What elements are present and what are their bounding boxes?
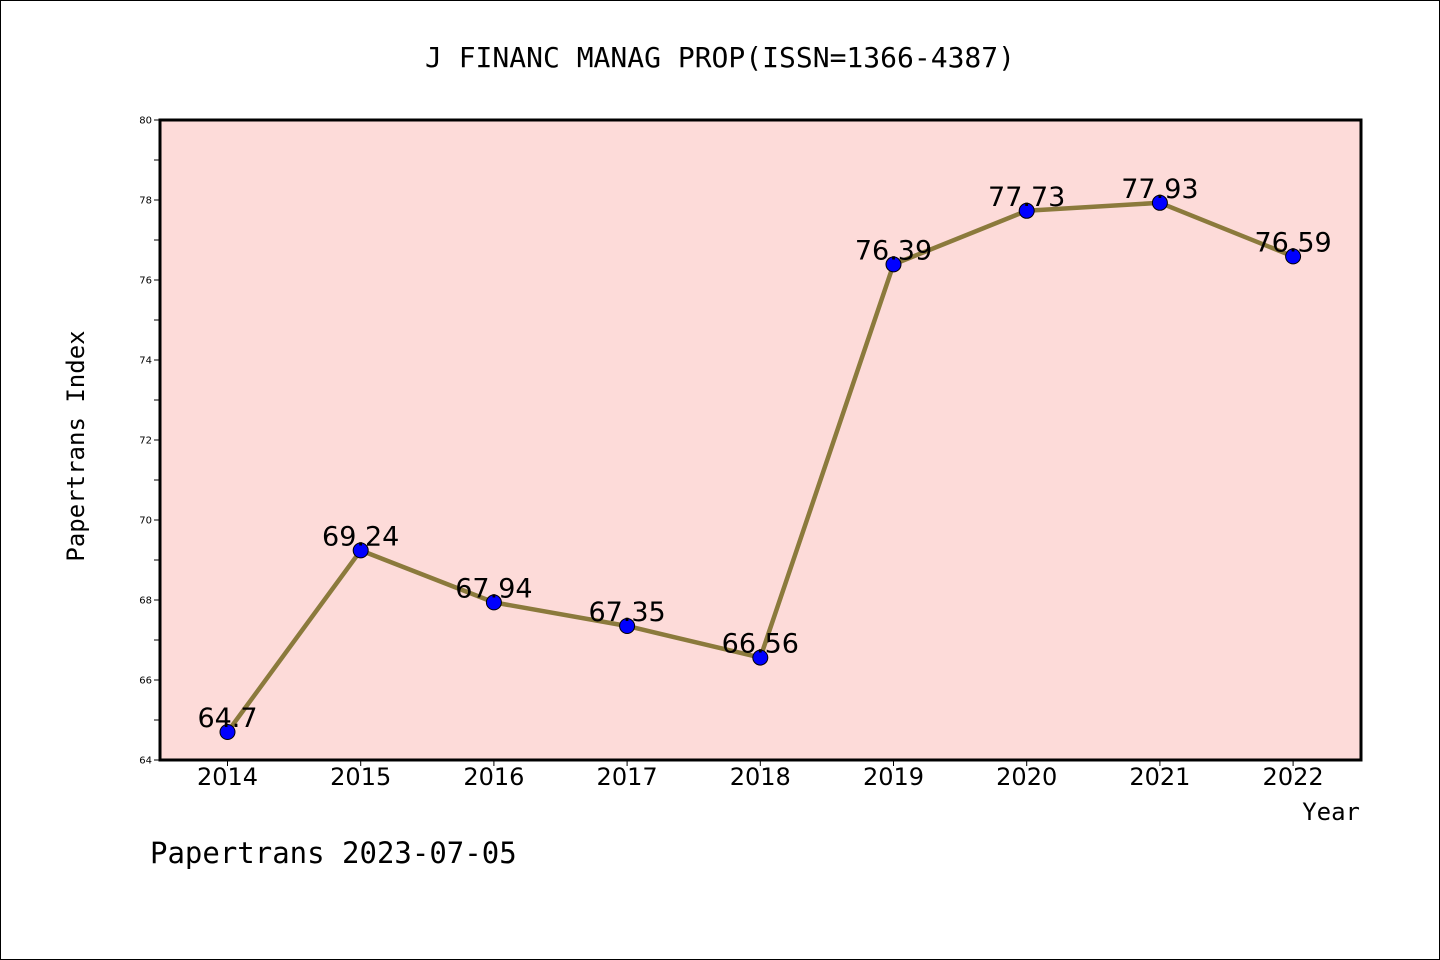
x-tick-label: 2021 [1129, 763, 1190, 791]
y-tick-label: 66 [139, 676, 152, 687]
data-point-2015 [352, 542, 369, 559]
x-axis-label: Year [1302, 798, 1360, 826]
x-tick-label: 2017 [597, 763, 658, 791]
y-tick-label: 70 [139, 516, 152, 527]
data-label-2018: 66.56 [722, 629, 799, 660]
data-point-2014 [219, 724, 236, 740]
x-tick-label: 2020 [996, 763, 1057, 791]
y-tick-label: 64 [139, 756, 152, 767]
x-tick-label: 2019 [863, 763, 924, 791]
data-point-2021 [1151, 194, 1168, 211]
y-tick-label: 78 [139, 196, 152, 207]
data-point-2018 [752, 649, 769, 666]
data-label-2020: 77.73 [988, 182, 1065, 213]
footer-date: Papertrans 2023-07-05 [150, 836, 517, 870]
series-line-group [219, 194, 1302, 740]
y-axis-label: Papertrans Index [62, 330, 90, 561]
data-label-2015: 69.24 [322, 521, 399, 552]
data-label-2021: 77.93 [1121, 174, 1198, 205]
y-tick-label: 74 [139, 356, 152, 367]
x-tick-label: 2015 [330, 763, 391, 791]
data-point-2020 [1018, 202, 1035, 219]
y-tick-label: 68 [139, 596, 152, 607]
x-tick-label: 2016 [463, 763, 524, 791]
y-tick-label: 80 [139, 116, 152, 127]
data-point-2017 [619, 618, 636, 634]
y-tick-label: 72 [139, 436, 152, 447]
data-point-2019 [885, 256, 902, 273]
data-point-2022 [1285, 248, 1302, 265]
data-label-2019: 76.39 [855, 235, 932, 266]
data-labels: 64.7 69.24 67.94 67.35 66.56 76.39 77.73 77.93 7… [197, 174, 1331, 734]
data-point-2016 [485, 594, 502, 611]
y-axis: 64 66 68 70 72 74 76 78 80 [139, 116, 160, 767]
chart-title: J FINANC MANAG PROP(ISSN=1366-4387) [425, 41, 1015, 74]
x-axis: 2014 2015 2016 2017 2018 2019 2020 2021 2022 [197, 760, 1324, 791]
x-tick-label: 2018 [730, 763, 791, 791]
x-tick-label: 2022 [1263, 763, 1324, 791]
y-tick-label: 76 [139, 276, 152, 287]
data-label-2017: 67.35 [588, 597, 665, 628]
x-tick-label: 2014 [197, 763, 258, 791]
data-label-2014: 64.7 [197, 703, 257, 734]
data-label-2022: 76.59 [1254, 227, 1331, 258]
data-label-2016: 67.94 [455, 573, 532, 604]
plot-border [158, 118, 1363, 762]
